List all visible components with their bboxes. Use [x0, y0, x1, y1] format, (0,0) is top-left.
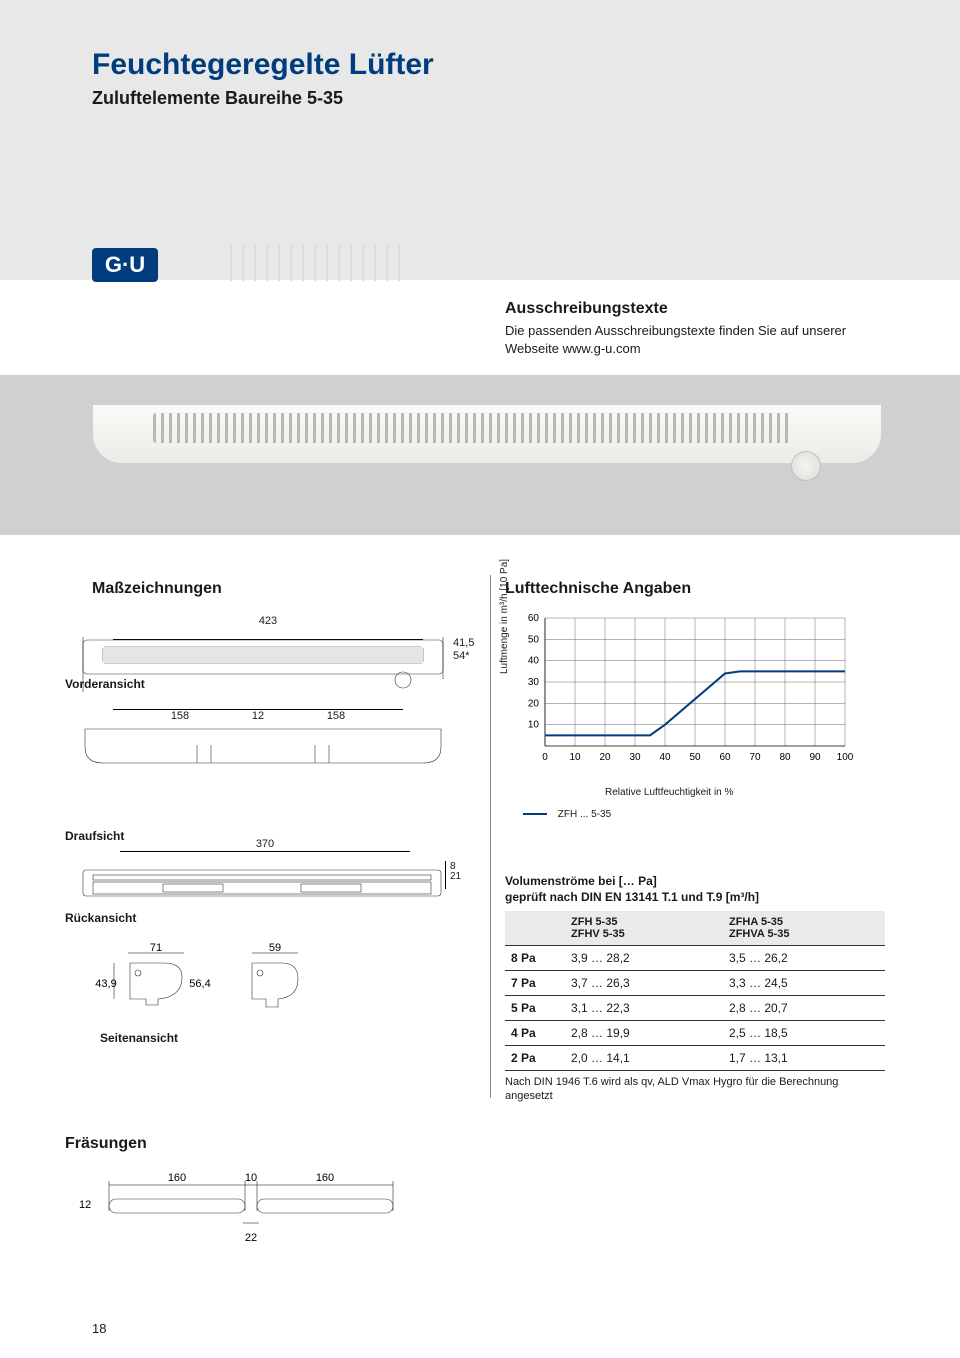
dim-41-5: 41,5	[453, 637, 474, 650]
fdim-12: 12	[79, 1199, 91, 1211]
fraesungen-svg: 160 10 160 12 22	[65, 1171, 445, 1257]
page-subtitle: Zuluftelemente Baureihe 5-35	[92, 88, 434, 109]
dim-158b: 158	[327, 710, 345, 722]
ausschreibung-body: Die passenden Ausschreibungstexte finden…	[505, 322, 885, 358]
dim-59: 59	[269, 942, 281, 954]
svg-text:90: 90	[809, 752, 821, 763]
dim-21: 21	[445, 871, 461, 889]
brand-logo: G·U	[92, 248, 158, 282]
draufsicht-outline-svg	[83, 727, 443, 765]
dim-12: 12	[252, 710, 264, 722]
seitenansicht-label: Seitenansicht	[100, 1031, 330, 1045]
product-photo	[92, 404, 882, 494]
section-heading-right: Lufttechnische Angaben	[505, 580, 691, 598]
svg-text:40: 40	[659, 752, 671, 763]
svg-text:40: 40	[528, 656, 540, 667]
vertical-divider	[490, 575, 491, 1098]
svg-text:10: 10	[569, 752, 581, 763]
table-row: 5 Pa3,1 … 22,32,8 … 20,7	[505, 996, 885, 1021]
fdim-160b: 160	[316, 1172, 334, 1184]
table-row: 4 Pa2,8 … 19,92,5 … 18,5	[505, 1021, 885, 1046]
svg-text:20: 20	[528, 698, 540, 709]
chart-ylabel: Luftmenge in m³/h [10 Pa]	[499, 559, 510, 674]
table-row: 8 Pa3,9 … 28,23,5 … 26,2	[505, 946, 885, 971]
draufsicht-label: Draufsicht	[65, 829, 124, 843]
fdim-22: 22	[245, 1232, 257, 1244]
legend-label: ZFH ... 5-35	[558, 809, 611, 820]
dim-56-4: 56,4	[189, 978, 210, 990]
tick-marks	[230, 245, 400, 281]
col-zfhv: ZFHV 5-35	[571, 928, 625, 940]
vorderansicht-drawing: 423 41,5 54* Vorderansicht 158 12 158	[65, 615, 485, 765]
rueckansicht-svg	[83, 867, 441, 901]
svg-text:60: 60	[719, 752, 731, 763]
dim-71: 71	[150, 942, 162, 954]
ausschreibung-block: Ausschreibungstexte Die passenden Aussch…	[505, 300, 885, 358]
svg-text:10: 10	[528, 720, 540, 731]
svg-text:70: 70	[749, 752, 761, 763]
ausschreibung-heading: Ausschreibungstexte	[505, 300, 885, 318]
page-number: 18	[92, 1321, 106, 1336]
col-zfhva: ZFHVA 5-35	[729, 928, 790, 940]
drawings-column: 423 41,5 54* Vorderansicht 158 12 158	[65, 615, 485, 1001]
table-heading-1: Volumenströme bei [… Pa]	[505, 874, 657, 888]
data-table: ZFH 5-35ZFHV 5-35 ZFHA 5-35ZFHVA 5-35 8 …	[505, 911, 885, 1071]
col-zfh: ZFH 5-35	[571, 916, 617, 928]
seitenansicht-drawing: 71 43,9 56,4 59 Seitenansicht	[100, 941, 330, 1045]
vorder-side-dims: 41,5 54*	[453, 637, 474, 663]
svg-text:30: 30	[528, 677, 540, 688]
chart-xlabel: Relative Luftfeuchtigkeit in %	[605, 787, 733, 798]
dim-423: 423	[259, 615, 277, 627]
dim-54: 54*	[453, 650, 474, 663]
vorderansicht-label: Vorderansicht	[65, 677, 145, 691]
fdim-160a: 160	[168, 1172, 186, 1184]
chart-legend: ZFH ... 5-35	[523, 809, 611, 820]
svg-text:60: 60	[528, 613, 540, 624]
vorder-bottom-dims: 158 12 158	[113, 709, 403, 722]
rueckansicht-label: Rückansicht	[65, 911, 136, 925]
dim-8: 8	[445, 861, 461, 871]
rueckansicht-drawing: 370 8 21 Rückansicht 71	[65, 851, 485, 1001]
svg-text:50: 50	[689, 752, 701, 763]
col-zfha: ZFHA 5-35	[729, 916, 783, 928]
volume-table: Volumenströme bei [… Pa] geprüft nach DI…	[505, 874, 885, 1104]
svg-text:30: 30	[629, 752, 641, 763]
page-title: Feuchtegeregelte Lüfter	[92, 48, 434, 82]
airflow-chart: 0102030405060708090100102030405060 Luftm…	[505, 610, 885, 820]
chart-svg: 0 10 20 30 40 50 60 70 80 90 100 10 20 30 40 50 60	[505, 610, 885, 780]
svg-text:0: 0	[542, 752, 548, 763]
fraesungen-heading: Fräsungen	[65, 1135, 485, 1153]
legend-line-icon	[523, 813, 547, 815]
svg-text:80: 80	[779, 752, 791, 763]
dim-158a: 158	[171, 710, 189, 722]
table-heading-2: geprüft nach DIN EN 13141 T.1 und T.9 [m…	[505, 890, 759, 904]
svg-text:100: 100	[837, 752, 854, 763]
svg-text:20: 20	[599, 752, 611, 763]
rueck-side-dims: 8 21	[445, 861, 461, 889]
fdim-10: 10	[245, 1172, 257, 1184]
dim-370: 370	[252, 838, 278, 850]
table-row: 2 Pa2,0 … 14,11,7 … 13,1	[505, 1046, 885, 1071]
header-band	[0, 0, 960, 280]
table-row: 7 Pa3,7 … 26,33,3 … 24,5	[505, 971, 885, 996]
seitenansicht-svg: 71 43,9 56,4 59	[100, 941, 330, 1016]
dim-43-9: 43,9	[95, 978, 116, 990]
table-note: Nach DIN 1946 T.6 wird als qv, ALD Vmax …	[505, 1071, 885, 1104]
fraesungen-section: Fräsungen 160 10 160 12 22	[65, 1135, 485, 1261]
svg-text:50: 50	[528, 634, 540, 645]
section-heading-left: Maßzeichnungen	[92, 580, 222, 598]
page-header: Feuchtegeregelte Lüfter Zuluftelemente B…	[92, 48, 434, 109]
